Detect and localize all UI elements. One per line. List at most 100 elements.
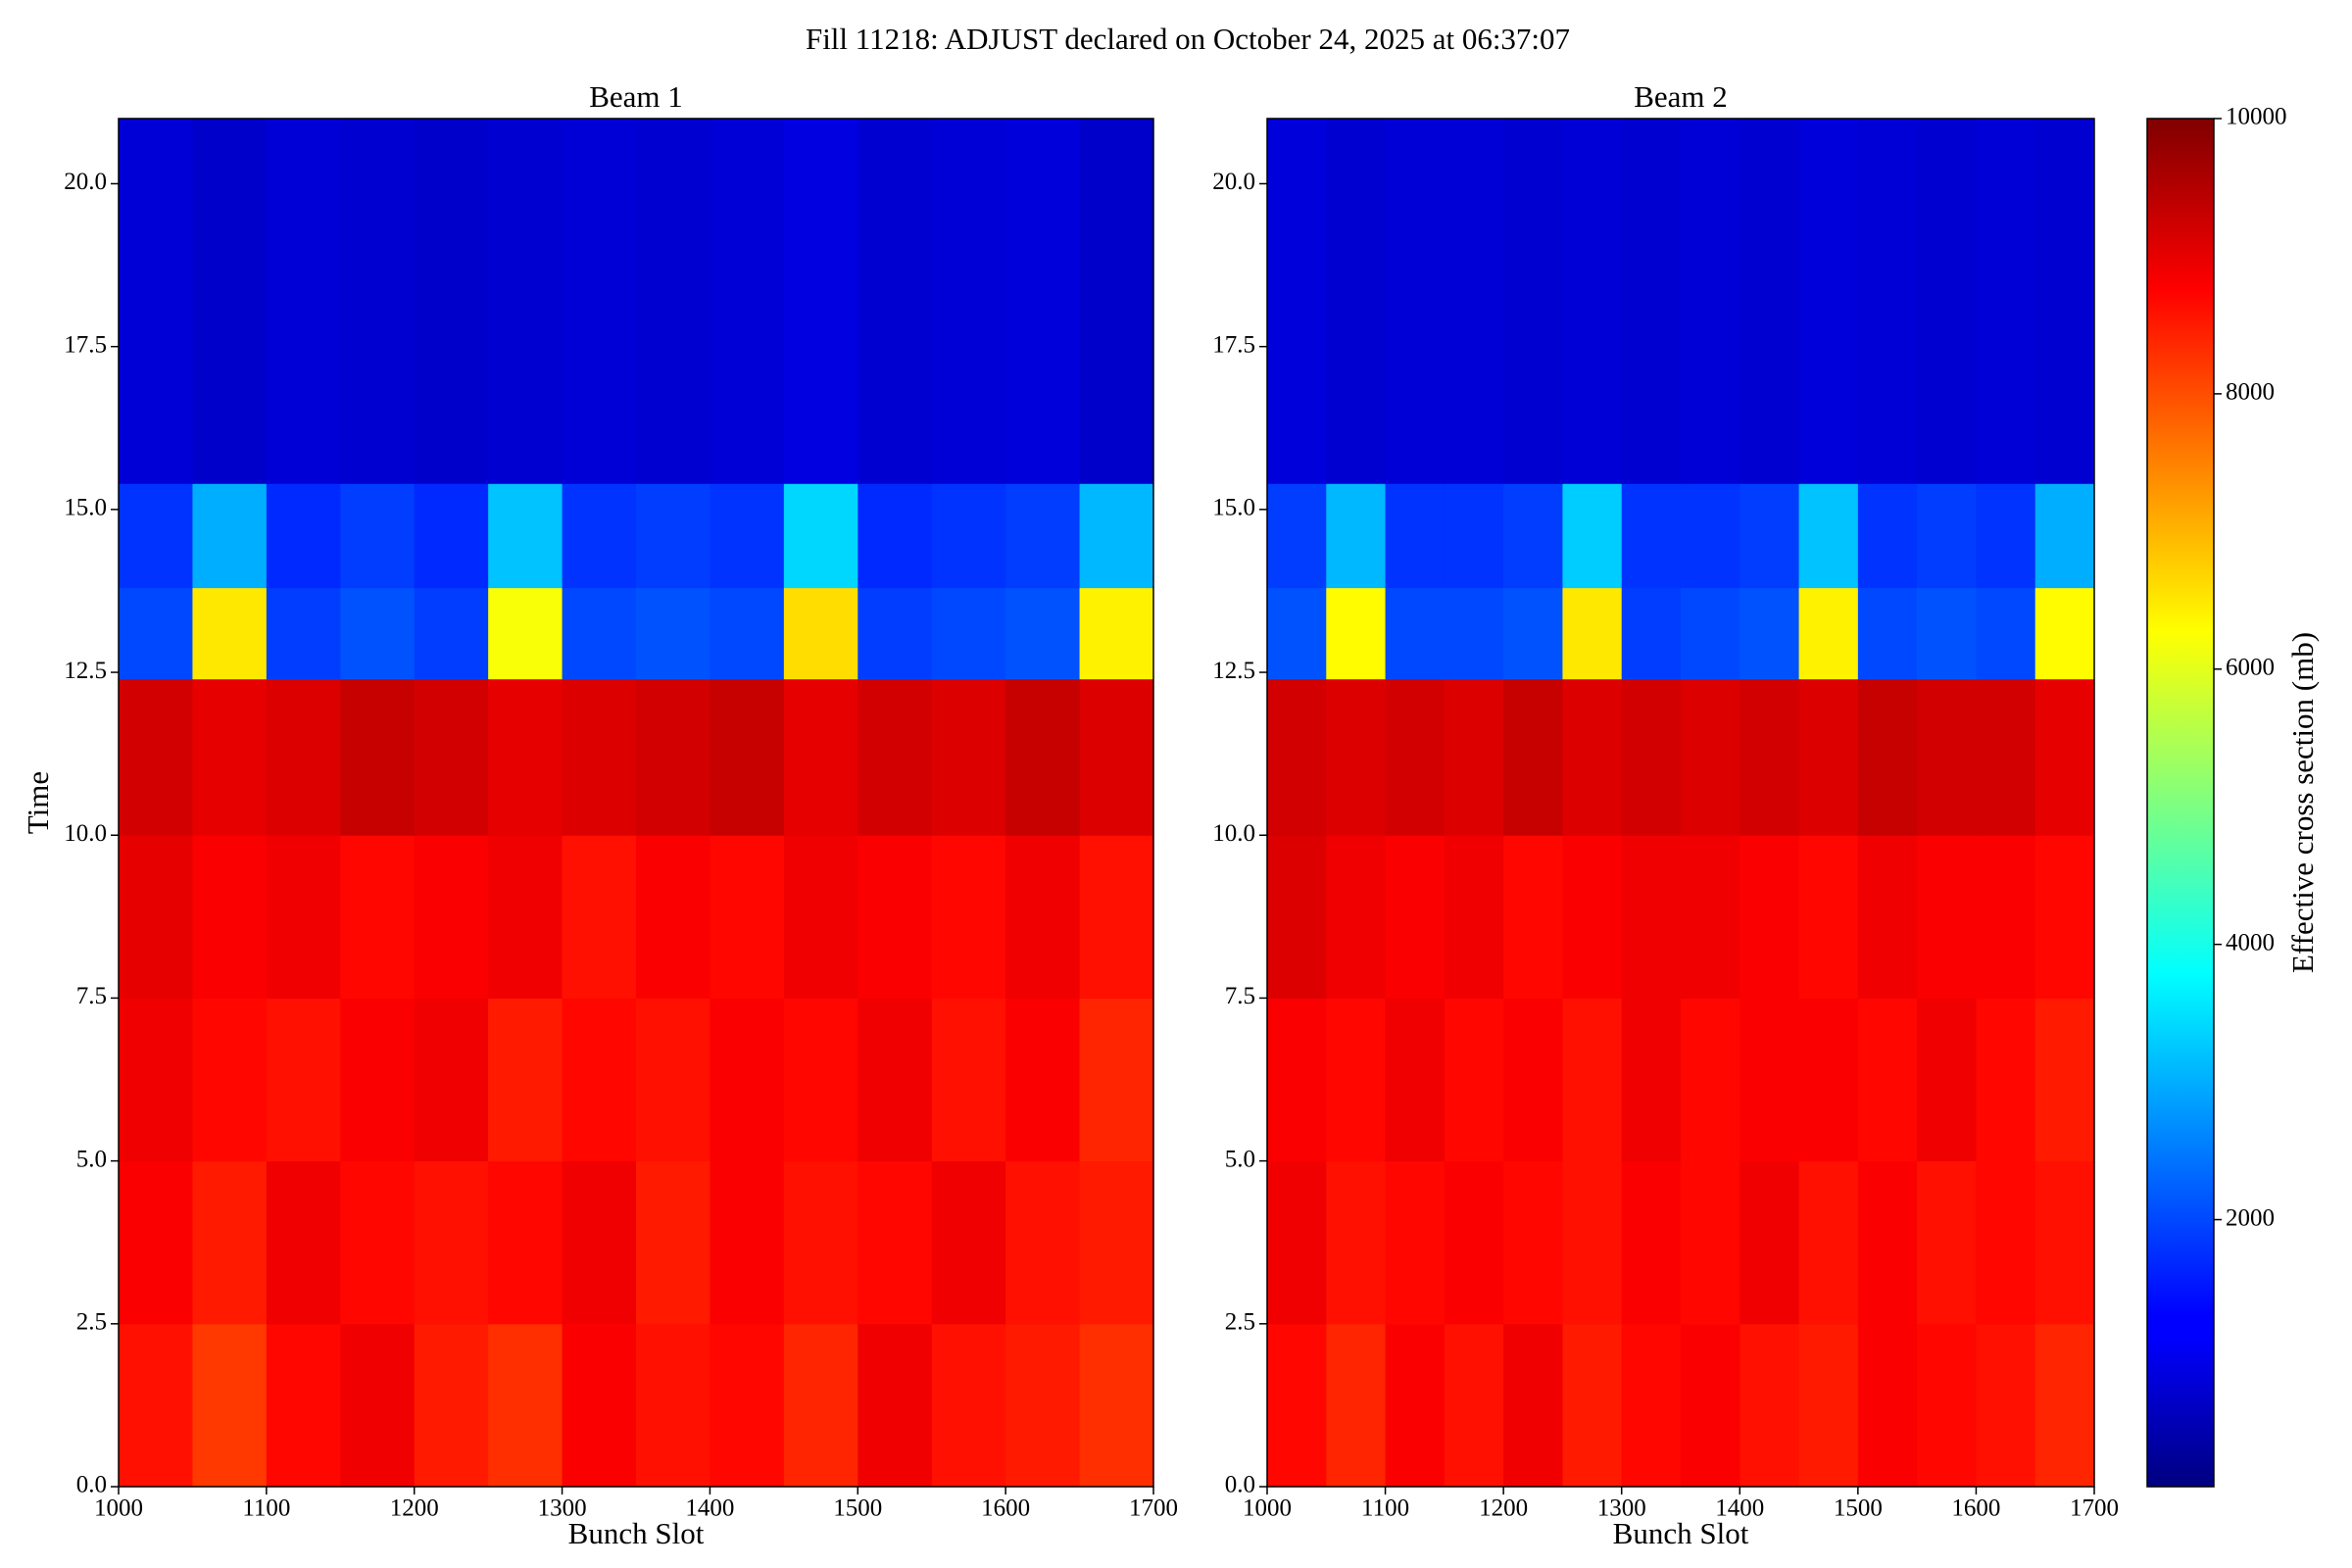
heatmap-cell	[710, 483, 785, 589]
heatmap-cell	[119, 835, 193, 999]
heatmap-cell	[1385, 483, 1446, 589]
heatmap-cell	[562, 119, 637, 484]
heatmap-cell	[1444, 998, 1504, 1162]
heatmap-cell	[1079, 587, 1154, 680]
heatmap-cell	[414, 998, 489, 1162]
heatmap-cell	[931, 998, 1006, 1162]
heatmap-cell	[1267, 587, 1327, 680]
y-axis-label: Time	[21, 771, 55, 834]
heatmap-cell	[414, 1323, 489, 1488]
panel-title: Beam 2	[1634, 79, 1728, 114]
heatmap-cell	[1503, 1323, 1563, 1488]
heatmap-cell	[1503, 835, 1563, 999]
x-tick-label: 1700	[1129, 1495, 1178, 1522]
x-tick-label: 1400	[1715, 1495, 1764, 1522]
heatmap-cell	[931, 1160, 1006, 1325]
heatmap-cell	[119, 1323, 193, 1488]
x-tick-label: 1500	[833, 1495, 882, 1522]
y-tick-label: 20.0	[64, 169, 107, 195]
heatmap-cell	[1740, 835, 1800, 999]
heatmap-cell	[119, 587, 193, 680]
heatmap-cell	[1267, 1323, 1327, 1488]
heatmap-cell	[192, 835, 268, 999]
heatmap-cell	[1681, 678, 1740, 836]
y-tick-label: 15.0	[1212, 495, 1255, 521]
heatmap-cell	[2034, 483, 2095, 589]
heatmap-cell	[1681, 1160, 1740, 1325]
heatmap-cell	[1917, 587, 1977, 680]
colorbar-label: Effective cross section (mb)	[2285, 632, 2320, 973]
heatmap-cell	[783, 587, 858, 680]
heatmap-cell	[1385, 998, 1446, 1162]
heatmap-cell	[710, 1323, 785, 1488]
plot-frame	[1266, 118, 2095, 1488]
heatmap-cell	[1326, 835, 1387, 999]
heatmap-cell	[931, 587, 1006, 680]
heatmap-cell	[562, 678, 637, 836]
heatmap-cell	[1005, 1160, 1081, 1325]
heatmap-cell	[1857, 119, 1918, 484]
heatmap-cell	[1326, 998, 1387, 1162]
heatmap-cell	[562, 483, 637, 589]
colorbar-tick-label: 4000	[2226, 929, 2275, 956]
heatmap-cell	[1740, 119, 1800, 484]
heatmap-cell	[1079, 1160, 1154, 1325]
y-tick-label: 5.0	[76, 1146, 107, 1172]
heatmap-cell	[1740, 1160, 1800, 1325]
heatmap-cell	[1326, 119, 1387, 484]
x-tick-label: 1300	[1597, 1495, 1646, 1522]
heatmap-cell	[340, 483, 416, 589]
y-tick-label: 2.5	[76, 1309, 107, 1336]
heatmap-cell	[1798, 1323, 1859, 1488]
heatmap-cell	[783, 678, 858, 836]
heatmap-cell	[1976, 119, 2036, 484]
x-tick-label: 1100	[242, 1495, 290, 1522]
heatmap-cell	[488, 1160, 564, 1325]
heatmap-cell	[1385, 835, 1446, 999]
heatmap-cell	[1917, 678, 1977, 836]
heatmap-cell	[1976, 678, 2036, 836]
heatmap-cell	[119, 1160, 193, 1325]
heatmap-cell	[1857, 1323, 1918, 1488]
heatmap-cell	[1621, 1160, 1682, 1325]
heatmap-cell	[1267, 678, 1327, 836]
heatmap-cell	[1917, 119, 1977, 484]
heatmap-cell	[636, 119, 710, 484]
heatmap-cell	[2034, 587, 2095, 680]
heatmap-cell	[562, 587, 637, 680]
y-tick-label: 10.0	[64, 820, 107, 847]
heatmap-cell	[636, 998, 710, 1162]
heatmap-cell	[119, 998, 193, 1162]
heatmap-cell	[1917, 835, 1977, 999]
heatmap-cell	[1079, 835, 1154, 999]
y-tick-label: 10.0	[1212, 820, 1255, 847]
heatmap-cell	[2034, 835, 2095, 999]
heatmap-cell	[783, 1160, 858, 1325]
heatmap-cell	[192, 483, 268, 589]
heatmap-cell	[1503, 587, 1563, 680]
heatmap-cell	[783, 835, 858, 999]
heatmap-cell	[192, 119, 268, 484]
heatmap-cell	[1857, 483, 1918, 589]
heatmap-cell	[1005, 1323, 1081, 1488]
heatmap-cell	[710, 119, 785, 484]
heatmap-cell	[1976, 998, 2036, 1162]
heatmap-cell	[931, 678, 1006, 836]
heatmap-cell	[1444, 835, 1504, 999]
heatmap-cell	[1503, 998, 1563, 1162]
heatmap-cell	[710, 587, 785, 680]
heatmap-cell	[1267, 998, 1327, 1162]
heatmap-cell	[414, 483, 489, 589]
heatmap-cell	[562, 1160, 637, 1325]
heatmap-cell	[1444, 119, 1504, 484]
heatmap-cell	[266, 587, 341, 680]
panel-title: Beam 1	[589, 79, 683, 114]
heatmap-cell	[1079, 998, 1154, 1162]
heatmap-cell	[562, 1323, 637, 1488]
x-tick-label: 1500	[1834, 1495, 1883, 1522]
heatmap-cell	[1917, 998, 1977, 1162]
heatmap-cell	[488, 483, 564, 589]
heatmap-cell	[1503, 1160, 1563, 1325]
x-tick-label: 1700	[2070, 1495, 2119, 1522]
